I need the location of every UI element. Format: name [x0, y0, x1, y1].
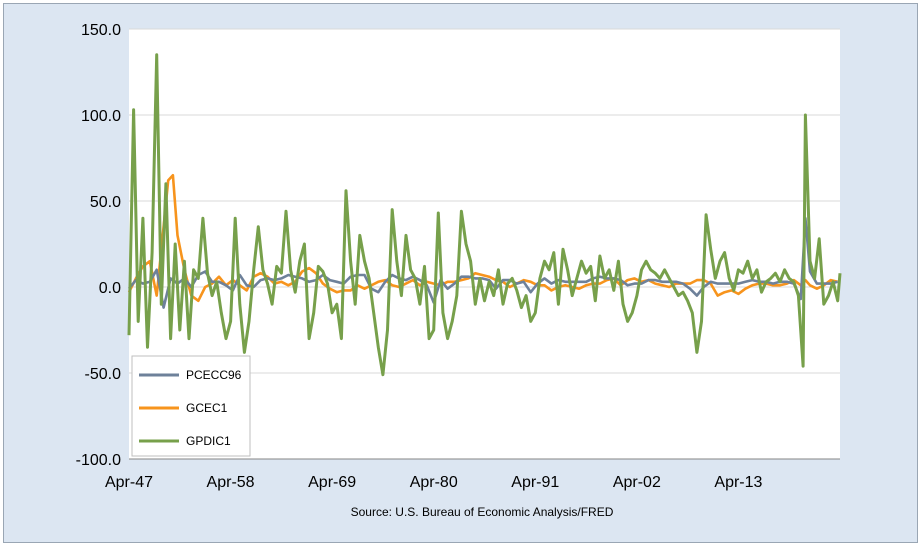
y-tick-label: -50.0	[85, 366, 122, 383]
y-tick-label: 150.0	[81, 22, 121, 39]
series-group	[127, 53, 842, 377]
x-tick-label: Apr-58	[207, 474, 255, 491]
source-note: Source: U.S. Bureau of Economic Analysis…	[351, 505, 614, 519]
x-tick-label: Apr-02	[613, 474, 661, 491]
chart-svg: -100.0 -50.0 0.0 50.0 100.0 150.0 Apr-47 Apr-5…	[76, 22, 842, 519]
legend: PCECC96 GCEC1 GPDIC1	[131, 355, 251, 457]
series-line-gcec1	[127, 173, 839, 303]
legend-box	[131, 355, 251, 457]
y-tick-label: 100.0	[81, 108, 121, 125]
series-line-gpdic1	[127, 53, 842, 377]
x-tick-label: Apr-91	[511, 474, 559, 491]
legend-label: PCECC96	[186, 368, 242, 382]
x-tick-label: Apr-47	[105, 474, 153, 491]
legend-label: GPDIC1	[186, 434, 231, 448]
legend-label: GCEC1	[186, 401, 228, 415]
y-tick-label: -100.0	[76, 452, 121, 469]
y-tick-label: 0.0	[99, 280, 121, 297]
x-tick-label: Apr-13	[714, 474, 762, 491]
y-axis-labels: -100.0 -50.0 0.0 50.0 100.0 150.0	[76, 22, 121, 469]
chart-frame: -100.0 -50.0 0.0 50.0 100.0 150.0 Apr-47 Apr-5…	[3, 3, 918, 543]
x-tick-label: Apr-69	[308, 474, 356, 491]
x-tick-label: Apr-80	[410, 474, 458, 491]
x-axis-labels: Apr-47 Apr-58 Apr-69 Apr-80 Apr-91 Apr-02 Apr-…	[105, 474, 763, 491]
y-tick-label: 50.0	[90, 194, 121, 211]
series-line-pcecc96	[127, 216, 839, 309]
